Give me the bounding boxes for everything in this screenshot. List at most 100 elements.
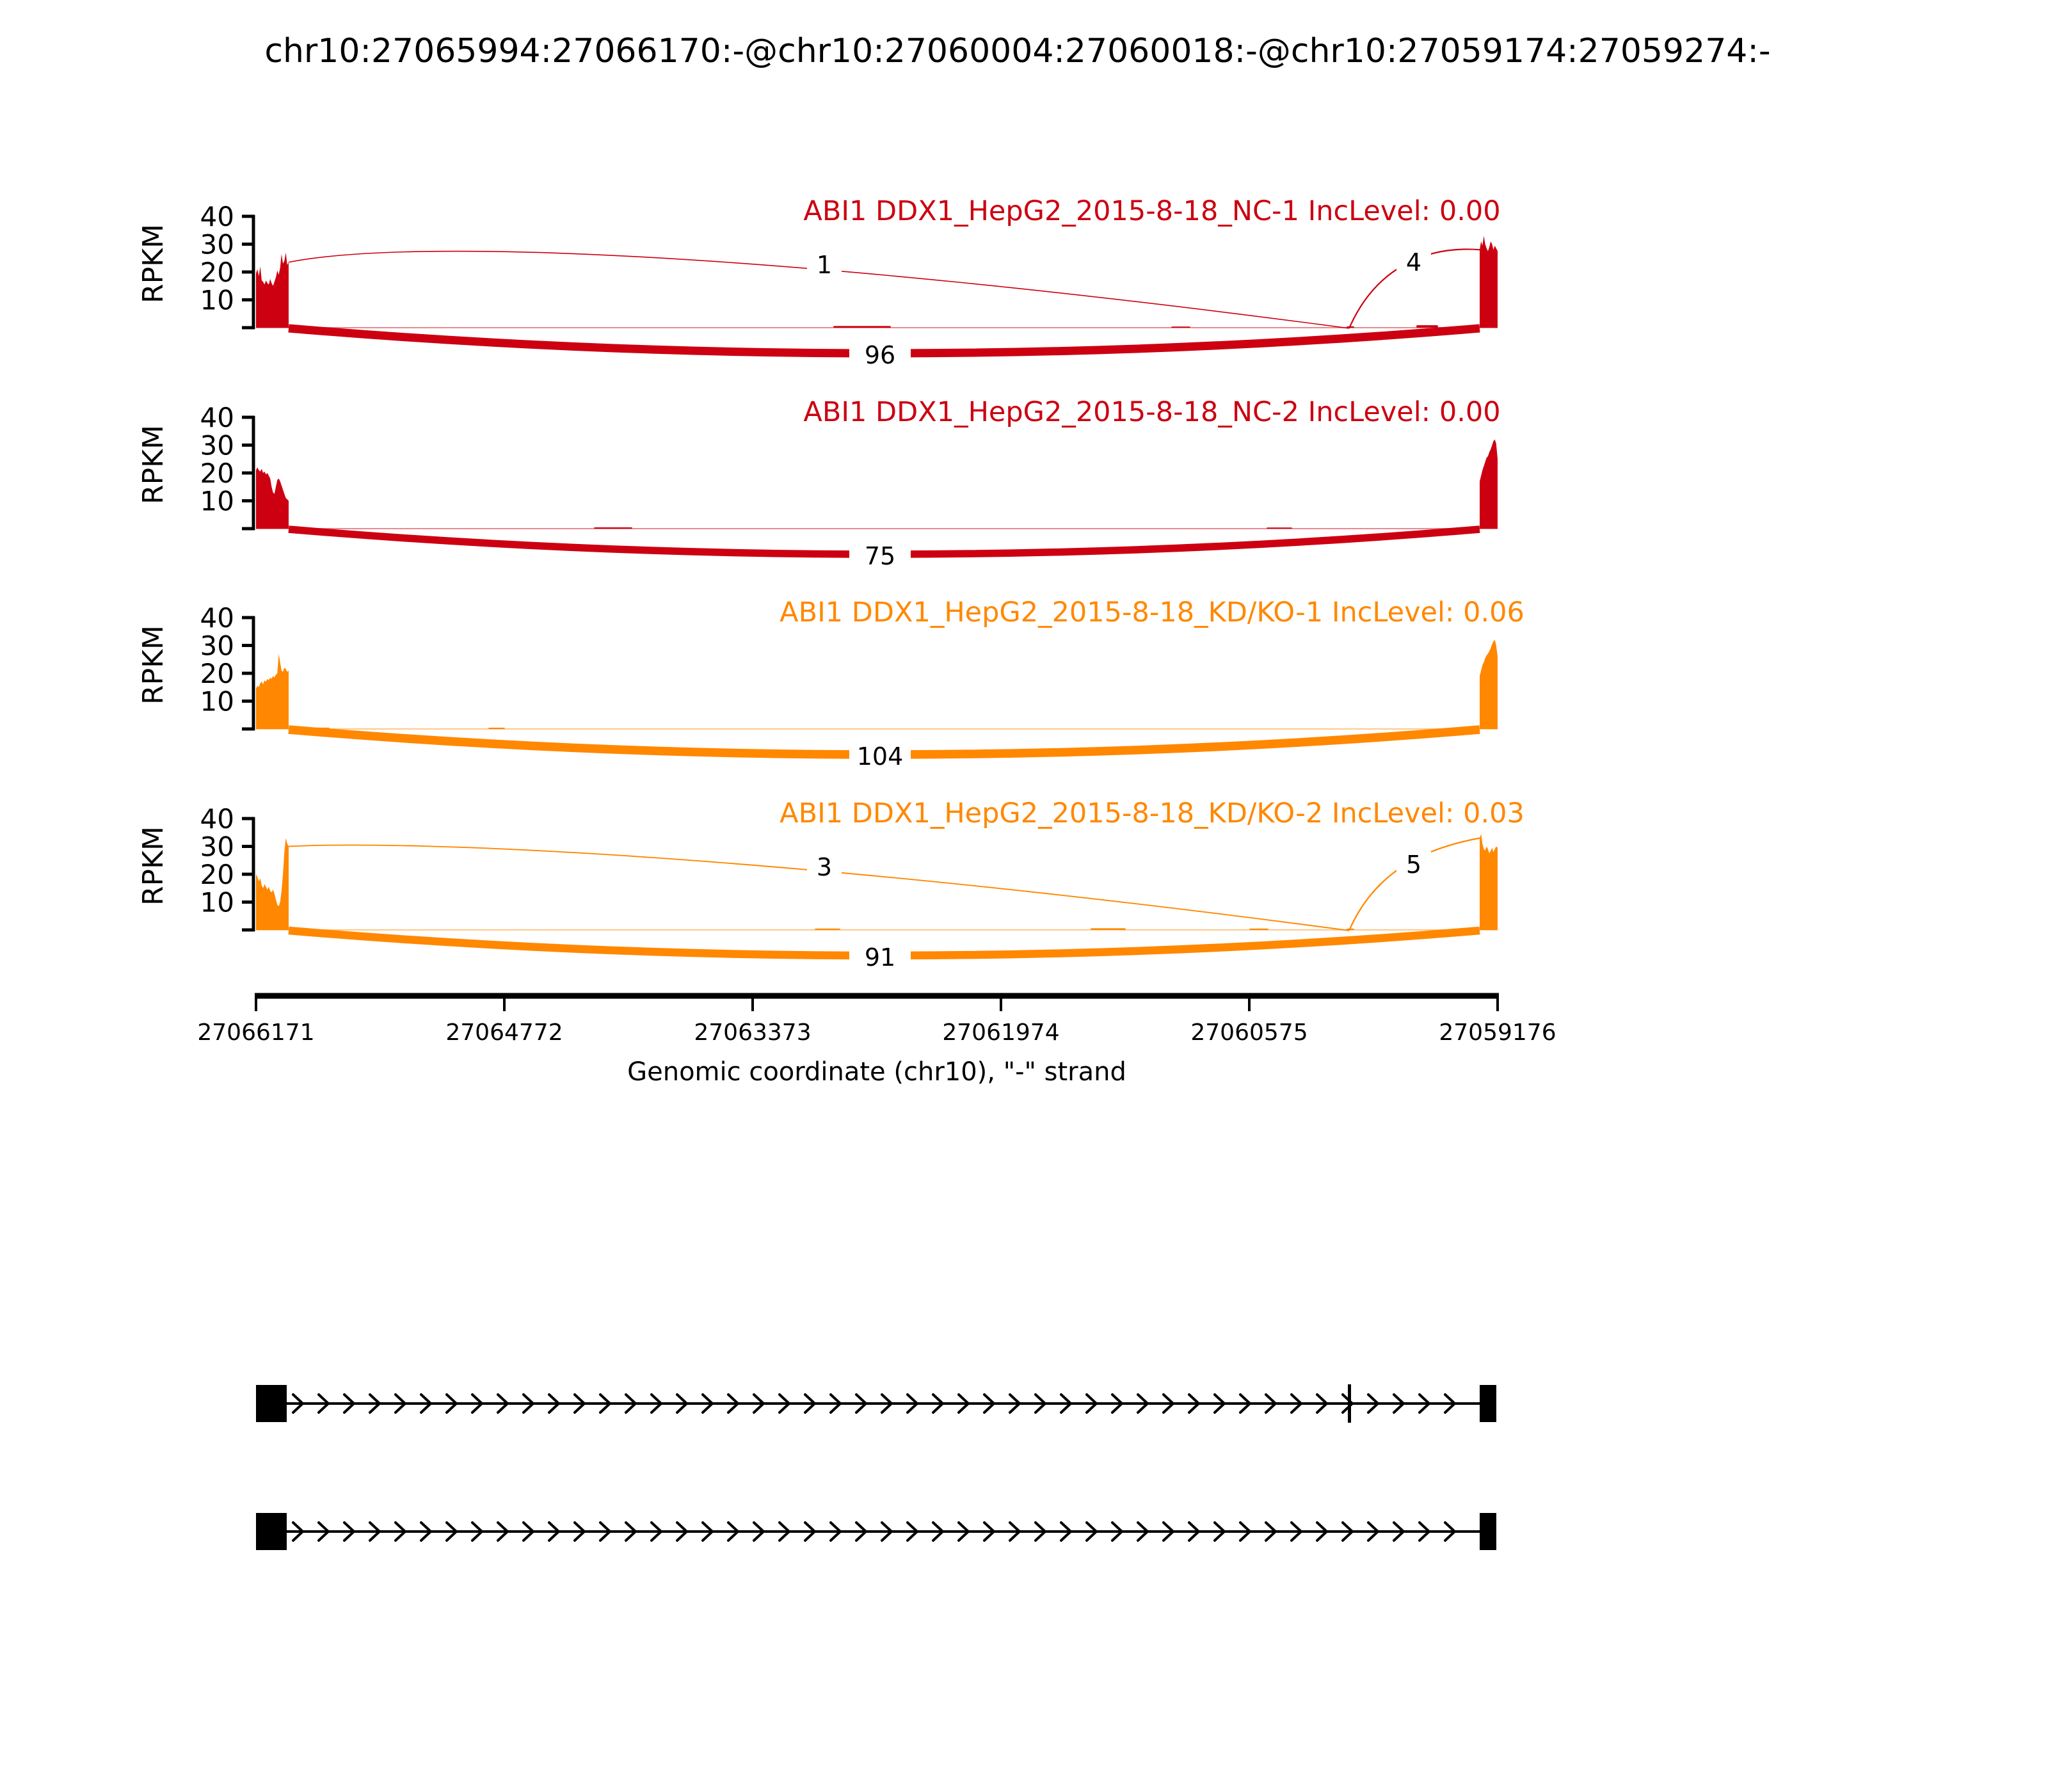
strand-arrow-icon	[1290, 1393, 1303, 1414]
strand-arrow-icon	[369, 1521, 381, 1542]
strand-arrow-icon	[1111, 1393, 1124, 1414]
y-tick-label: 10	[200, 486, 234, 517]
y-tick-label: 30	[200, 430, 234, 461]
junction-label-gap	[849, 941, 911, 971]
strand-arrow-icon	[573, 1521, 586, 1542]
strand-arrow-icon	[420, 1393, 433, 1414]
intron-coverage-bump	[314, 727, 330, 729]
y-tick-label: 40	[200, 402, 234, 433]
transcript-structures	[256, 1384, 1496, 1550]
intron-coverage-bump	[1347, 928, 1354, 930]
strand-arrow-icon	[1239, 1521, 1252, 1542]
strand-arrow-icon	[855, 1393, 868, 1414]
strand-arrow-icon	[753, 1521, 765, 1542]
strand-arrow-icon	[957, 1521, 970, 1542]
x-axis-label: Genomic coordinate (chr10), "-" strand	[627, 1057, 1126, 1087]
strand-arrow-icon	[1444, 1393, 1457, 1414]
x-tick-label: 27061974	[942, 1020, 1059, 1046]
strand-arrow-icon	[522, 1393, 535, 1414]
strand-arrow-icon	[548, 1521, 561, 1542]
strand-arrow-icon	[394, 1521, 407, 1542]
strand-arrow-icon	[522, 1521, 535, 1542]
left-exon-coverage	[256, 838, 289, 930]
intron-coverage-bump	[1347, 326, 1354, 328]
strand-arrow-icon	[1034, 1393, 1047, 1414]
junction-label-gap	[1396, 247, 1431, 276]
strand-arrow-icon	[932, 1521, 945, 1542]
strand-arrow-icon	[599, 1393, 612, 1414]
strand-arrow-icon	[881, 1393, 893, 1414]
downstream-exon-box	[1480, 1513, 1496, 1550]
intron-coverage-bump	[488, 728, 505, 729]
intron-coverage-bump	[1416, 325, 1438, 328]
strand-arrow-icon	[1213, 1393, 1226, 1414]
strand-arrow-icon	[1162, 1393, 1175, 1414]
y-axis-label-rpkm: RPKM	[137, 826, 170, 906]
strand-arrow-icon	[548, 1393, 561, 1414]
strand-arrow-icon	[676, 1393, 689, 1414]
strand-arrow-icon	[983, 1393, 996, 1414]
strand-arrow-icon	[1367, 1393, 1380, 1414]
junction-count-label: 4	[1406, 248, 1421, 276]
y-tick-label: 40	[200, 602, 234, 634]
strand-arrow-icon	[753, 1393, 765, 1414]
strand-arrow-icon	[1085, 1521, 1098, 1542]
strand-arrow-icon	[957, 1393, 970, 1414]
left-exon-coverage	[256, 467, 289, 529]
strand-arrow-icon	[1162, 1521, 1175, 1542]
transcript-row-1	[256, 1384, 1496, 1423]
upstream-exon-box	[256, 1385, 287, 1422]
x-tick-label: 27059176	[1439, 1020, 1556, 1046]
left-exon-coverage	[256, 252, 289, 328]
y-axis-label-rpkm: RPKM	[137, 625, 170, 705]
strand-arrow-icon	[497, 1521, 509, 1542]
junction-count-label: 104	[857, 742, 904, 771]
strand-arrow-icon	[1213, 1521, 1226, 1542]
y-tick-label: 40	[200, 803, 234, 835]
right-exon-coverage	[1480, 439, 1498, 529]
strand-arrow-icon	[1060, 1393, 1073, 1414]
strand-arrow-icon	[420, 1521, 433, 1542]
strand-arrow-icon	[906, 1521, 919, 1542]
strand-arrow-icon	[727, 1521, 740, 1542]
strand-arrow-icon	[1085, 1393, 1098, 1414]
strand-arrow-icon	[1393, 1521, 1405, 1542]
strand-arrow-icon	[317, 1521, 330, 1542]
downstream-exon-box	[1480, 1385, 1496, 1422]
upstream-exon-box	[256, 1513, 287, 1550]
junction-count-label: 3	[817, 853, 832, 881]
strand-arrow-icon	[1444, 1521, 1457, 1542]
strand-arrow-icon	[1060, 1521, 1073, 1542]
junction-count-label: 5	[1406, 851, 1421, 879]
y-axis-label-rpkm: RPKM	[137, 425, 170, 504]
strand-arrow-icon	[317, 1393, 330, 1414]
intron-coverage-bump	[594, 527, 632, 529]
intron-coverage-bump	[815, 928, 840, 930]
strand-arrow-icon	[906, 1393, 919, 1414]
junction-count-label: 91	[865, 943, 895, 972]
intron-coverage-bump	[1091, 928, 1126, 930]
junction-label-gap	[849, 740, 911, 770]
strand-arrow-icon	[701, 1393, 714, 1414]
junction-label-gap	[807, 852, 842, 881]
strand-arrow-icon	[1265, 1521, 1277, 1542]
junction-label-gap	[849, 540, 911, 570]
strand-arrow-icon	[369, 1393, 381, 1414]
junction-count-label: 1	[817, 251, 832, 279]
strand-arrow-icon	[1188, 1521, 1201, 1542]
junction-label-gap	[807, 250, 842, 279]
intron-coverage-bump	[1267, 527, 1292, 529]
strand-arrow-icon	[625, 1393, 637, 1414]
strand-arrow-icon	[573, 1393, 586, 1414]
right-exon-coverage	[1480, 833, 1498, 930]
y-tick-label: 10	[200, 686, 234, 717]
strand-arrow-icon	[701, 1521, 714, 1542]
x-tick-label: 27063373	[694, 1020, 811, 1046]
target-exon-tick	[1348, 1384, 1351, 1423]
strand-arrow-icon	[292, 1393, 305, 1414]
junction-count-label: 75	[865, 542, 895, 570]
genomic-x-axis: 27066171 27064772 27063373 27061974 27060575…	[197, 993, 1556, 1046]
